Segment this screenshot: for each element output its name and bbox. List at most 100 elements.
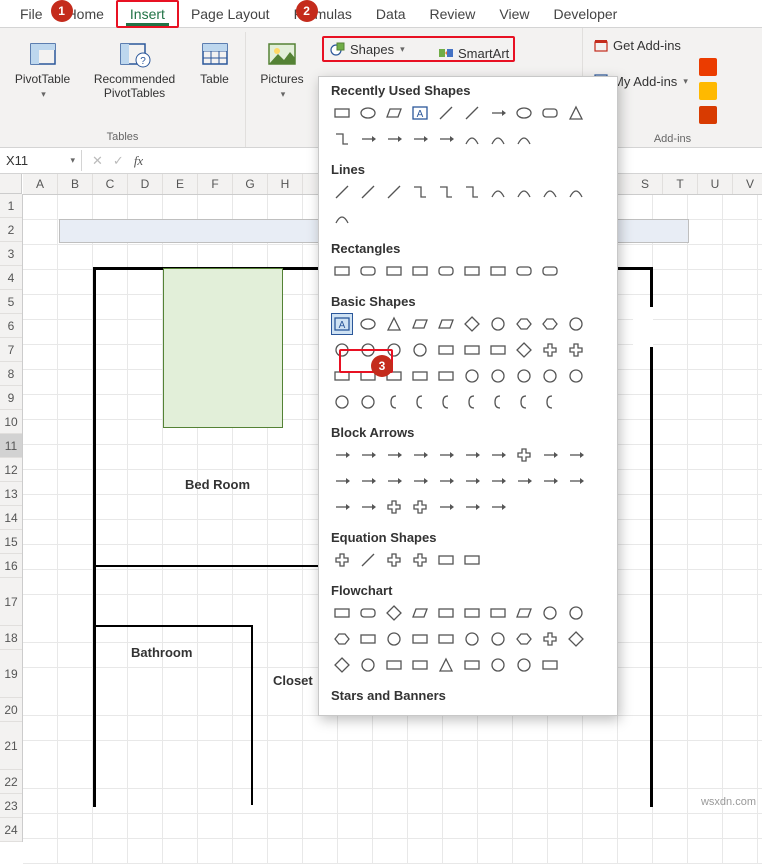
- row-header-13[interactable]: 13: [0, 482, 22, 506]
- shape-item[interactable]: [331, 602, 353, 624]
- shape-item[interactable]: [539, 654, 561, 676]
- row-header-17[interactable]: 17: [0, 578, 22, 626]
- shape-item[interactable]: [409, 628, 431, 650]
- shape-item[interactable]: [461, 444, 483, 466]
- shape-item[interactable]: [357, 496, 379, 518]
- tab-file[interactable]: File: [8, 2, 55, 26]
- shape-item[interactable]: [461, 260, 483, 282]
- shape-item[interactable]: [487, 128, 509, 150]
- shape-item[interactable]: [539, 391, 561, 413]
- shape-item[interactable]: [409, 128, 431, 150]
- shape-item[interactable]: [331, 365, 353, 387]
- shape-item[interactable]: [487, 496, 509, 518]
- shape-item[interactable]: [409, 654, 431, 676]
- shape-item[interactable]: [513, 365, 535, 387]
- tab-insert[interactable]: Insert: [116, 0, 179, 28]
- row-header-12[interactable]: 12: [0, 458, 22, 482]
- shape-item[interactable]: [513, 628, 535, 650]
- shape-item[interactable]: [487, 628, 509, 650]
- row-header-1[interactable]: 1: [0, 194, 22, 218]
- row-header-10[interactable]: 10: [0, 410, 22, 434]
- shape-item[interactable]: [331, 181, 353, 203]
- tab-page-layout[interactable]: Page Layout: [179, 2, 282, 26]
- shape-item[interactable]: [461, 181, 483, 203]
- shape-item[interactable]: [357, 181, 379, 203]
- shape-item[interactable]: [487, 181, 509, 203]
- shape-item[interactable]: [461, 549, 483, 571]
- shape-item[interactable]: [409, 444, 431, 466]
- shape-item[interactable]: [357, 444, 379, 466]
- shape-item[interactable]: [357, 628, 379, 650]
- shape-item[interactable]: [565, 444, 587, 466]
- shape-item[interactable]: [383, 444, 405, 466]
- shape-item[interactable]: [461, 128, 483, 150]
- shape-item[interactable]: A: [409, 102, 431, 124]
- shape-item[interactable]: [409, 549, 431, 571]
- shape-item[interactable]: [565, 313, 587, 335]
- col-header-V[interactable]: V: [733, 174, 762, 194]
- shape-item[interactable]: [383, 628, 405, 650]
- shape-item[interactable]: [383, 654, 405, 676]
- shape-item[interactable]: [539, 181, 561, 203]
- shape-item[interactable]: [383, 102, 405, 124]
- shape-item[interactable]: [513, 260, 535, 282]
- shape-item[interactable]: [461, 470, 483, 492]
- row-header-23[interactable]: 23: [0, 794, 22, 818]
- shape-item[interactable]: [357, 602, 379, 624]
- shape-item[interactable]: [383, 260, 405, 282]
- shape-item[interactable]: [435, 391, 457, 413]
- shape-item[interactable]: [357, 313, 379, 335]
- shape-item[interactable]: [487, 365, 509, 387]
- shape-item[interactable]: [461, 365, 483, 387]
- col-header-D[interactable]: D: [128, 174, 163, 194]
- row-header-2[interactable]: 2: [0, 218, 22, 242]
- shape-item[interactable]: [435, 444, 457, 466]
- table-button[interactable]: Table: [190, 34, 240, 90]
- shape-item[interactable]: [487, 313, 509, 335]
- select-all-corner[interactable]: [0, 174, 22, 194]
- shape-item[interactable]: [357, 391, 379, 413]
- row-header-4[interactable]: 4: [0, 266, 22, 290]
- shape-item[interactable]: [461, 654, 483, 676]
- shape-item[interactable]: [409, 181, 431, 203]
- shape-item[interactable]: [487, 102, 509, 124]
- name-box[interactable]: X11▾: [0, 150, 82, 171]
- shape-item[interactable]: A: [331, 313, 353, 335]
- shape-item[interactable]: [435, 128, 457, 150]
- shape-item[interactable]: [513, 102, 535, 124]
- shape-item[interactable]: [357, 470, 379, 492]
- shape-item[interactable]: [539, 339, 561, 361]
- tab-data[interactable]: Data: [364, 2, 418, 26]
- shape-item[interactable]: [435, 181, 457, 203]
- get-addins-button[interactable]: Get Add-ins: [587, 34, 758, 56]
- row-header-22[interactable]: 22: [0, 770, 22, 794]
- col-header-G[interactable]: G: [233, 174, 268, 194]
- row-header-24[interactable]: 24: [0, 818, 22, 842]
- col-header-H[interactable]: H: [268, 174, 303, 194]
- shape-item[interactable]: [383, 496, 405, 518]
- shape-item[interactable]: [539, 628, 561, 650]
- shape-item[interactable]: [357, 549, 379, 571]
- shape-item[interactable]: [565, 181, 587, 203]
- shape-item[interactable]: [435, 339, 457, 361]
- shape-item[interactable]: [331, 654, 353, 676]
- tab-review[interactable]: Review: [418, 2, 488, 26]
- shape-item[interactable]: [331, 207, 353, 229]
- shape-item[interactable]: [513, 128, 535, 150]
- shape-item[interactable]: [461, 602, 483, 624]
- col-header-S[interactable]: S: [628, 174, 663, 194]
- shape-item[interactable]: [383, 313, 405, 335]
- shape-item[interactable]: [383, 391, 405, 413]
- row-header-16[interactable]: 16: [0, 554, 22, 578]
- tab-developer[interactable]: Developer: [542, 2, 630, 26]
- row-header-11[interactable]: 11: [0, 434, 22, 458]
- smartart-button[interactable]: SmartArt: [432, 42, 515, 64]
- row-header-19[interactable]: 19: [0, 650, 22, 698]
- tab-view[interactable]: View: [487, 2, 541, 26]
- shape-item[interactable]: [461, 339, 483, 361]
- row-header-15[interactable]: 15: [0, 530, 22, 554]
- shape-item[interactable]: [487, 260, 509, 282]
- col-header-B[interactable]: B: [58, 174, 93, 194]
- shape-item[interactable]: [435, 102, 457, 124]
- shape-item[interactable]: [357, 102, 379, 124]
